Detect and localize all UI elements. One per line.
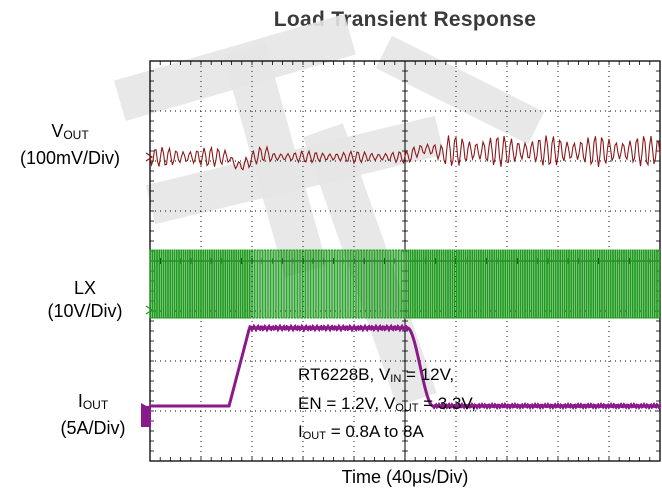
annotation-line-2: EN = 1.2V, VOUT = 3.3V, bbox=[298, 393, 476, 414]
iout-marker-bar bbox=[141, 406, 151, 427]
iout-channel-label: IOUT (5A/Div) bbox=[45, 390, 141, 440]
lx-dense-region bbox=[249, 250, 408, 318]
scope-traces bbox=[149, 135, 662, 411]
vout-label-name: VOUT bbox=[51, 121, 89, 142]
lx-scale-label: (10V/Div) bbox=[47, 301, 123, 321]
iout-scale-label: (5A/Div) bbox=[60, 418, 126, 438]
lx-channel-label: LX (10V/Div) bbox=[28, 277, 142, 323]
x-axis-label: Time (40μs/Div) bbox=[341, 467, 469, 487]
lx-marker-icon bbox=[145, 305, 154, 315]
iout-label-name: IOUT bbox=[77, 391, 109, 412]
iout-trace bbox=[150, 323, 662, 411]
watermark-stroke bbox=[145, 115, 445, 225]
lx-trace bbox=[149, 249, 661, 319]
vout-scale-label: (100mV/Div) bbox=[19, 148, 121, 168]
watermark-stroke bbox=[375, 35, 545, 145]
annotation-line-1: RT6228B, VIN = 12V, bbox=[298, 365, 455, 385]
channel-markers bbox=[141, 152, 154, 427]
annotation-line-3: IOUT = 0.8A to 8A bbox=[298, 422, 424, 442]
lx-label-name: LX bbox=[73, 278, 97, 298]
vout-marker-icon bbox=[145, 152, 154, 162]
vout-channel-label: VOUT (100mV/Div) bbox=[0, 120, 140, 170]
vout-trace bbox=[149, 135, 661, 171]
test-conditions-annotation: RT6228B, VIN = 12V, EN = 1.2V, VOUT = 3.… bbox=[298, 363, 476, 449]
watermark bbox=[113, 13, 545, 407]
